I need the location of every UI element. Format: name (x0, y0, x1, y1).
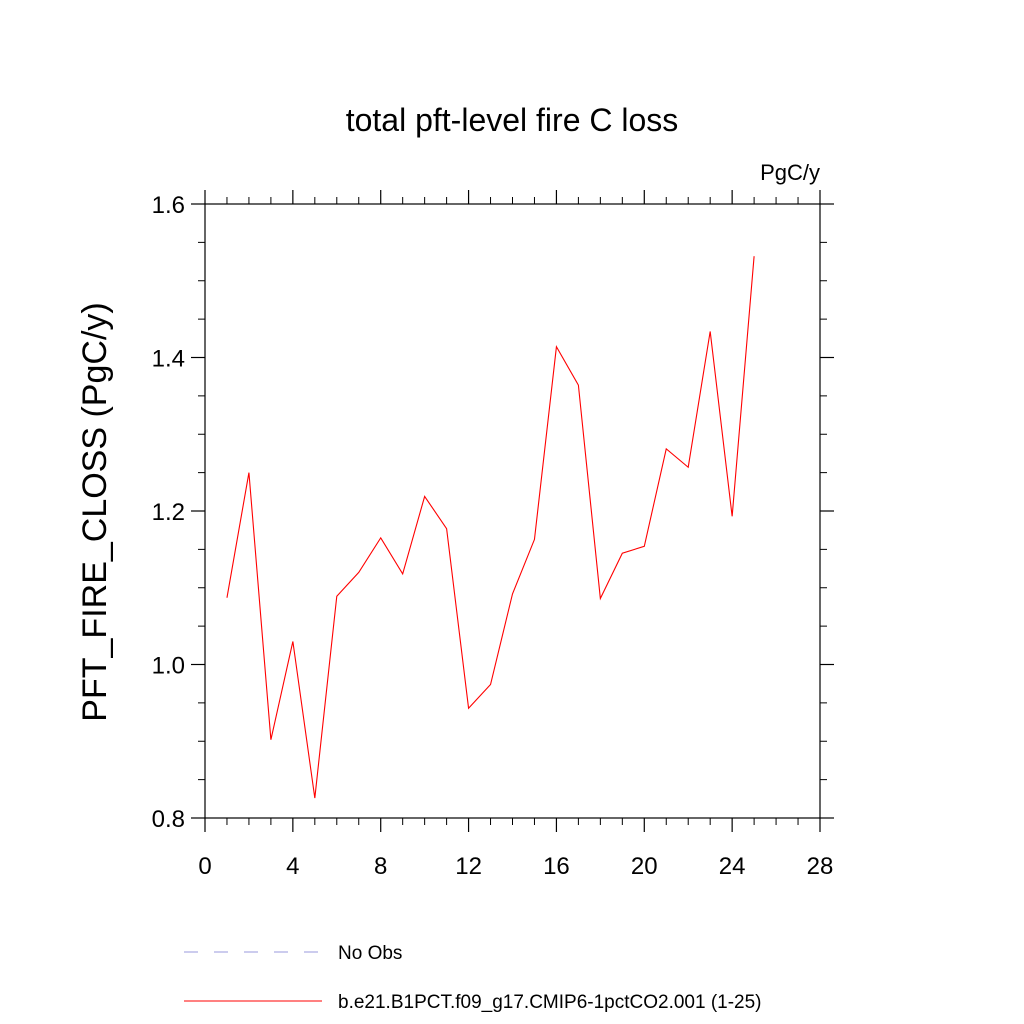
x-tick-label: 4 (286, 853, 299, 880)
y-axis-label: PFT_FIRE_CLOSS (PgC/y) (76, 302, 114, 721)
x-tick-label: 28 (807, 853, 834, 880)
chart-title: total pft-level fire C loss (346, 102, 679, 138)
axis-ticks (191, 190, 834, 832)
y-tick-label: 1.6 (152, 192, 185, 219)
y-tick-label: 0.8 (152, 806, 185, 833)
x-tick-label: 8 (374, 853, 387, 880)
plot-frame (204, 203, 821, 819)
y-tick-label: 1.2 (152, 499, 185, 526)
axis-tick-labels: 0 4 8 12 16 20 24 28 0.8 1.0 1.2 1.4 1.6 (152, 192, 834, 880)
legend-label-1: b.e21.B1PCT.f09_g17.CMIP6-1pctCO2.001 (1… (338, 992, 762, 1013)
x-tick-label: 12 (455, 853, 482, 880)
legend: No Obs b.e21.B1PCT.f09_g17.CMIP6-1pctCO2.… (184, 943, 762, 1013)
series-line-0 (226, 256, 755, 799)
x-tick-label: 24 (719, 853, 746, 880)
y-tick-label: 1.4 (152, 346, 185, 373)
x-tick-label: 20 (631, 853, 658, 880)
data-series (226, 256, 755, 799)
x-tick-label: 16 (543, 853, 570, 880)
units-label: PgC/y (760, 160, 820, 185)
legend-label-0: No Obs (338, 943, 402, 964)
x-tick-label: 0 (198, 853, 211, 880)
y-tick-label: 1.0 (152, 653, 185, 680)
